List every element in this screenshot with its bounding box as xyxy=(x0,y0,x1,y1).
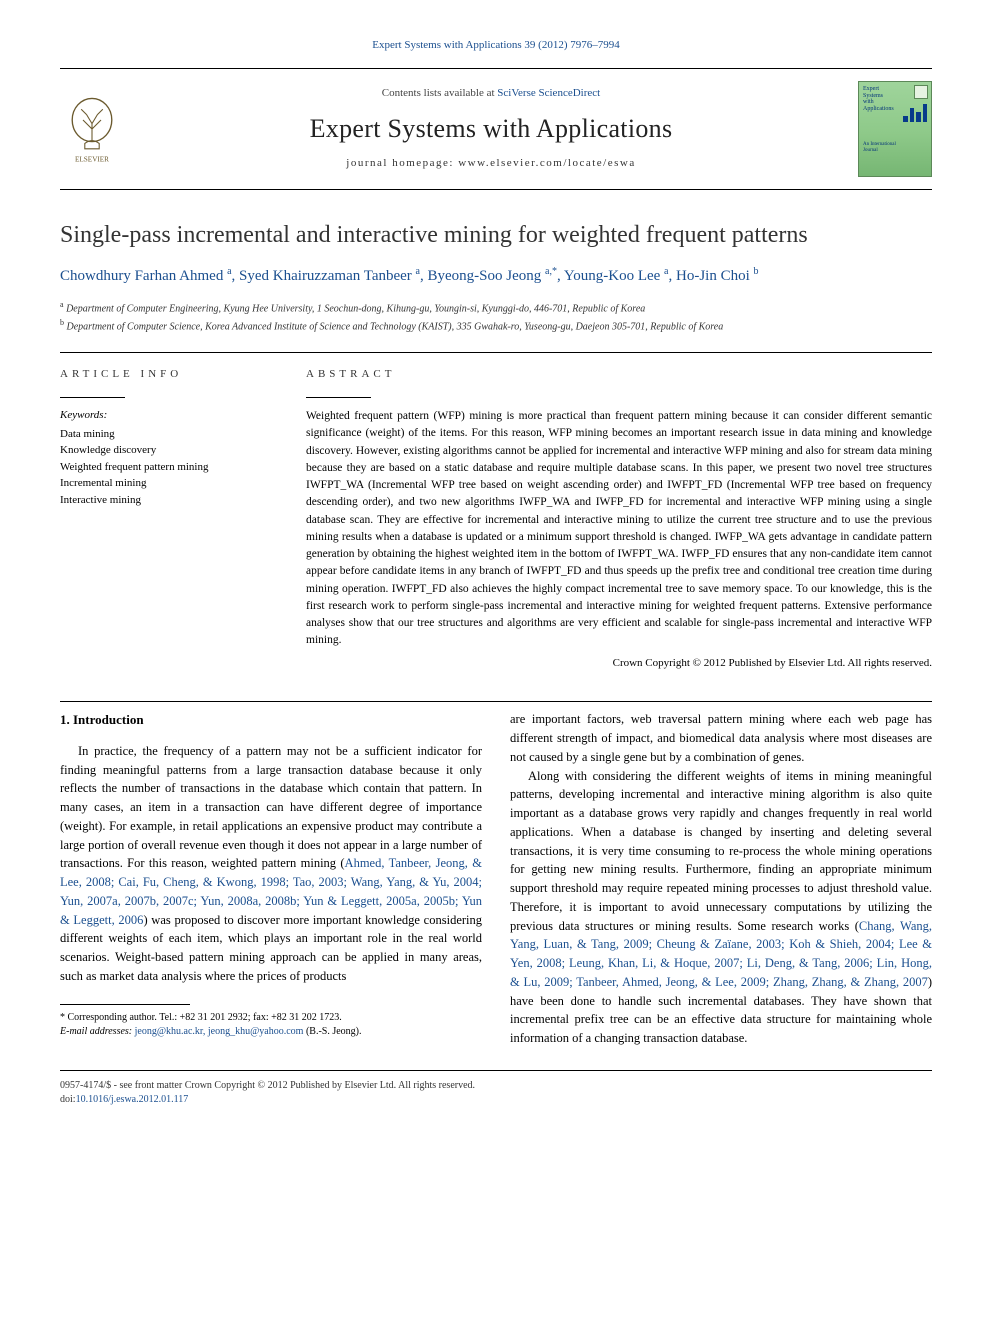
journal-cover-thumbnail: Expert Systems with Applications An Inte… xyxy=(858,81,932,177)
keyword-item: Knowledge discovery xyxy=(60,442,270,459)
intro-paragraph-1-cont: are important factors, web traversal pat… xyxy=(510,710,932,766)
journal-homepage[interactable]: journal homepage: www.elsevier.com/locat… xyxy=(142,156,840,172)
article-info-block: ARTICLE INFO Keywords: Data miningKnowle… xyxy=(60,367,270,671)
footer-copyright: 0957-4174/$ - see front matter Crown Cop… xyxy=(60,1079,932,1093)
abstract-rule xyxy=(306,397,371,398)
abstract-block: ABSTRACT Weighted frequent pattern (WFP)… xyxy=(306,367,932,671)
column-left: 1. Introduction In practice, the frequen… xyxy=(60,710,482,1048)
elsevier-logo: ELSEVIER xyxy=(60,81,124,177)
email-addresses[interactable]: jeong@khu.ac.kr, jeong_khu@yahoo.com xyxy=(135,1026,304,1037)
corresponding-label: * Corresponding author. Tel.: +82 31 201… xyxy=(60,1011,482,1025)
header-center: Contents lists available at SciVerse Sci… xyxy=(142,81,840,177)
column-right: are important factors, web traversal pat… xyxy=(510,710,932,1048)
cover-line6: Journal xyxy=(863,148,927,154)
footnote-separator xyxy=(60,1004,190,1005)
page-footer: 0957-4174/$ - see front matter Crown Cop… xyxy=(60,1070,932,1107)
copyright-line: Crown Copyright © 2012 Published by Else… xyxy=(306,656,932,672)
affiliation-sup: a xyxy=(60,300,64,309)
email-label: E-mail addresses: xyxy=(60,1026,132,1037)
author: Young-Koo Lee a xyxy=(564,268,669,284)
svg-text:ELSEVIER: ELSEVIER xyxy=(75,155,109,163)
intro-p1-pre: In practice, the frequency of a pattern … xyxy=(60,744,482,871)
intro-p2-pre: Along with considering the different wei… xyxy=(510,769,932,933)
author-affiliation-sup: a,* xyxy=(545,266,557,277)
paper-title: Single-pass incremental and interactive … xyxy=(60,220,932,250)
rule-below-header xyxy=(60,189,932,190)
author: Byeong-Soo Jeong a,* xyxy=(428,268,557,284)
citation-line: Expert Systems with Applications 39 (201… xyxy=(60,38,932,54)
affiliation-list: a Department of Computer Engineering, Ky… xyxy=(60,299,932,334)
corresponding-author-footnote: * Corresponding author. Tel.: +82 31 201… xyxy=(60,1011,482,1039)
intro-paragraph-2: Along with considering the different wei… xyxy=(510,767,932,1048)
doi-prefix: doi: xyxy=(60,1094,76,1105)
journal-header: ELSEVIER Contents lists available at Sci… xyxy=(60,69,932,189)
keyword-item: Weighted frequent pattern mining xyxy=(60,459,270,476)
sciencedirect-link[interactable]: SciVerse ScienceDirect xyxy=(497,87,600,99)
cover-badge-icon xyxy=(914,85,928,99)
abstract-heading: ABSTRACT xyxy=(306,367,932,383)
doi-link[interactable]: 10.1016/j.eswa.2012.01.117 xyxy=(76,1094,189,1105)
keyword-item: Interactive mining xyxy=(60,492,270,509)
cover-mini-chart-icon xyxy=(903,104,927,122)
article-info-rule xyxy=(60,397,125,398)
footer-doi-line: doi:10.1016/j.eswa.2012.01.117 xyxy=(60,1093,932,1107)
intro-paragraph-1: In practice, the frequency of a pattern … xyxy=(60,742,482,986)
rule-above-body xyxy=(60,701,932,702)
article-meta-row: ARTICLE INFO Keywords: Data miningKnowle… xyxy=(60,352,932,671)
journal-name: Expert Systems with Applications xyxy=(142,110,840,148)
email-suffix: (B.-S. Jeong). xyxy=(303,1026,361,1037)
contents-list-line: Contents lists available at SciVerse Sci… xyxy=(142,86,840,102)
article-info-heading: ARTICLE INFO xyxy=(60,367,270,383)
intro-heading: 1. Introduction xyxy=(60,710,482,730)
contents-prefix: Contents lists available at xyxy=(382,87,497,99)
affiliation: b Department of Computer Science, Korea … xyxy=(60,317,932,334)
keyword-item: Data mining xyxy=(60,426,270,443)
keyword-item: Incremental mining xyxy=(60,475,270,492)
author-affiliation-sup: a xyxy=(416,266,420,277)
author: Syed Khairuzzaman Tanbeer a xyxy=(239,268,420,284)
corresponding-emails-line: E-mail addresses: jeong@khu.ac.kr, jeong… xyxy=(60,1025,482,1039)
affiliation-sup: b xyxy=(60,318,64,327)
author-affiliation-sup: a xyxy=(227,266,231,277)
author-affiliation-sup: b xyxy=(754,266,759,277)
body-columns: 1. Introduction In practice, the frequen… xyxy=(60,710,932,1048)
keywords-label: Keywords: xyxy=(60,408,270,424)
keywords-list: Data miningKnowledge discoveryWeighted f… xyxy=(60,426,270,509)
elsevier-tree-icon: ELSEVIER xyxy=(63,93,121,165)
affiliation: a Department of Computer Engineering, Ky… xyxy=(60,299,932,316)
page-container: Expert Systems with Applications 39 (201… xyxy=(0,0,992,1147)
author-list: Chowdhury Farhan Ahmed a, Syed Khairuzza… xyxy=(60,264,932,288)
author-affiliation-sup: a xyxy=(664,266,668,277)
author: Ho-Jin Choi b xyxy=(676,268,759,284)
author: Chowdhury Farhan Ahmed a xyxy=(60,268,232,284)
abstract-text: Weighted frequent pattern (WFP) mining i… xyxy=(306,408,932,650)
